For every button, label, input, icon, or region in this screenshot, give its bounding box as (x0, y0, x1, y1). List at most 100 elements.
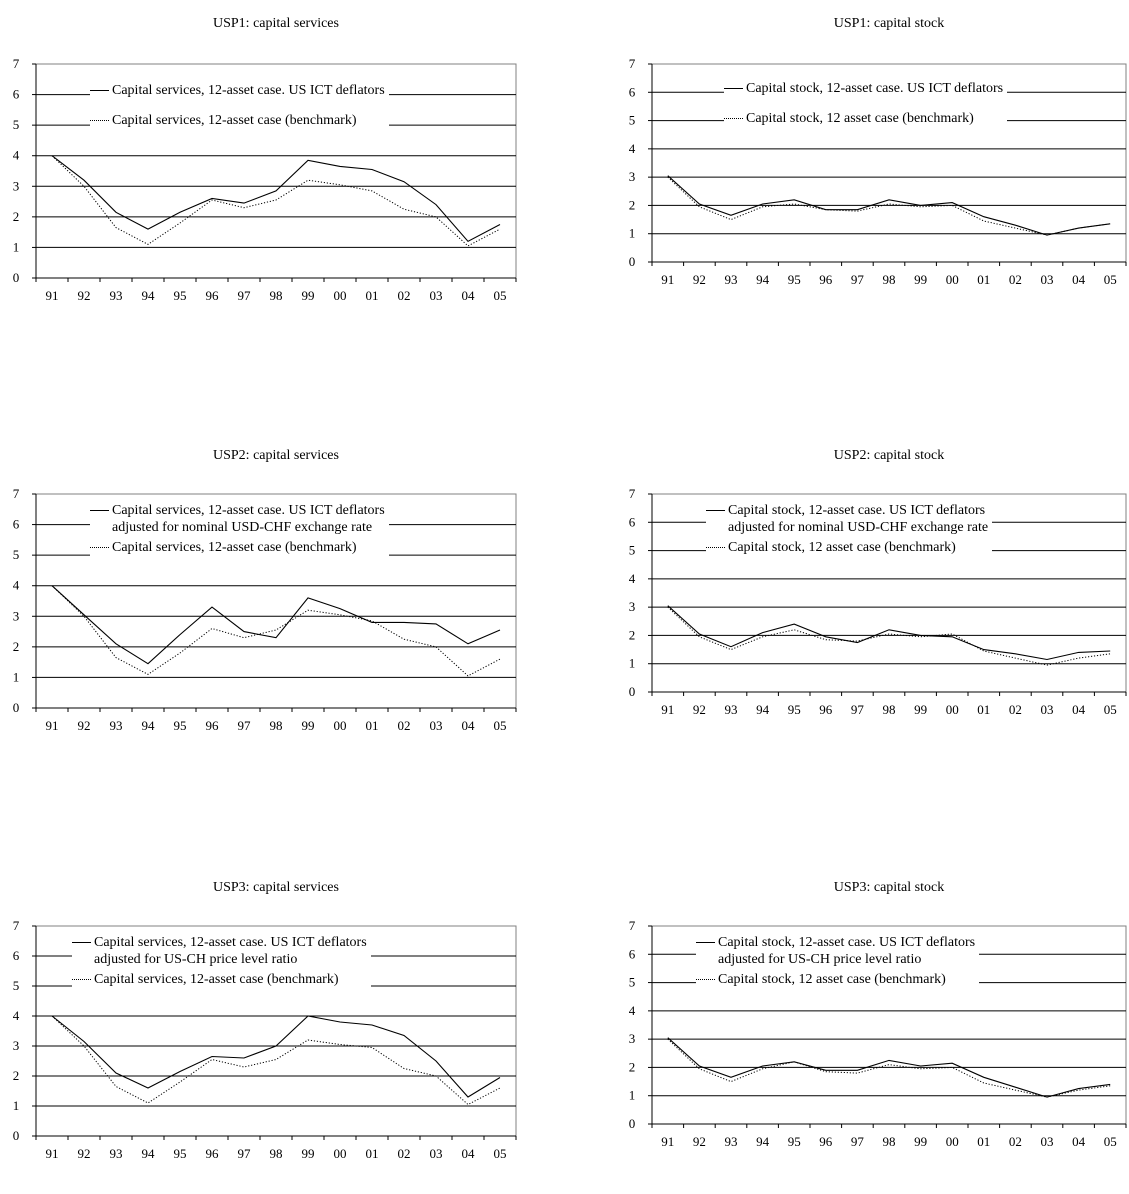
y-tick-label: 6 (13, 948, 20, 963)
x-tick-label: 03 (1041, 1134, 1054, 1149)
x-tick-label: 92 (693, 272, 706, 287)
y-tick-label: 3 (13, 608, 20, 623)
x-tick-label: 92 (78, 718, 91, 733)
legend-swatch (706, 547, 725, 548)
x-tick-label: 94 (756, 702, 770, 717)
legend-label-line2: adjusted for US-CH price level ratio (94, 951, 367, 968)
x-tick-label: 00 (334, 288, 347, 303)
legend: Capital stock, 12-asset case. US ICT def… (696, 934, 979, 988)
x-tick-label: 95 (174, 288, 187, 303)
x-tick-label: 04 (462, 288, 476, 303)
x-tick-label: 91 (661, 702, 674, 717)
legend: Capital services, 12-asset case. US ICT … (72, 934, 371, 988)
y-tick-label: 4 (629, 1003, 636, 1018)
x-tick-label: 04 (1072, 702, 1086, 717)
legend-entry: Capital stock, 12-asset case. US ICT def… (724, 80, 1007, 97)
x-tick-label: 03 (430, 288, 443, 303)
y-tick-label: 2 (629, 627, 636, 642)
x-tick-label: 03 (430, 1146, 443, 1161)
y-tick-label: 0 (629, 254, 636, 269)
y-tick-label: 0 (629, 1116, 636, 1131)
x-tick-label: 92 (78, 1146, 91, 1161)
series-line-benchmark (52, 1016, 500, 1105)
x-tick-label: 96 (206, 718, 220, 733)
series-line-benchmark (668, 607, 1110, 665)
legend: Capital services, 12-asset case. US ICT … (90, 82, 389, 129)
legend-entry: Capital stock, 12 asset case (benchmark) (706, 539, 992, 556)
x-tick-label: 96 (819, 1134, 833, 1149)
x-tick-label: 92 (78, 288, 91, 303)
x-tick-label: 01 (977, 272, 990, 287)
x-tick-label: 91 (46, 288, 59, 303)
x-tick-label: 97 (851, 702, 865, 717)
x-tick-label: 99 (914, 1134, 927, 1149)
x-tick-label: 95 (788, 1134, 801, 1149)
legend-swatch (90, 547, 109, 548)
x-tick-label: 00 (334, 718, 347, 733)
x-tick-label: 95 (788, 702, 801, 717)
legend-label: Capital stock, 12-asset case. US ICT def… (718, 934, 975, 951)
x-tick-label: 02 (1009, 272, 1022, 287)
legend-label: Capital stock, 12-asset case. US ICT def… (728, 502, 988, 519)
x-tick-label: 97 (851, 1134, 865, 1149)
legend-label: Capital services, 12-asset case (benchma… (112, 539, 385, 556)
x-tick-label: 04 (462, 1146, 476, 1161)
y-tick-label: 4 (13, 1008, 20, 1023)
y-tick-label: 5 (13, 117, 20, 132)
legend-label: Capital stock, 12 asset case (benchmark) (718, 971, 975, 988)
x-tick-label: 04 (1072, 272, 1086, 287)
x-tick-label: 97 (238, 288, 252, 303)
x-tick-label: 05 (1104, 1134, 1117, 1149)
x-tick-label: 93 (110, 718, 123, 733)
x-tick-label: 02 (398, 1146, 411, 1161)
legend-swatch (696, 979, 715, 980)
x-tick-label: 95 (788, 272, 801, 287)
x-tick-label: 98 (883, 1134, 896, 1149)
x-tick-label: 98 (883, 702, 896, 717)
x-tick-label: 91 (661, 1134, 674, 1149)
x-tick-label: 99 (914, 272, 927, 287)
x-tick-label: 93 (110, 288, 123, 303)
y-tick-label: 5 (629, 543, 636, 558)
x-tick-label: 01 (366, 718, 379, 733)
x-tick-label: 02 (1009, 1134, 1022, 1149)
x-tick-label: 96 (819, 702, 833, 717)
y-tick-label: 4 (13, 148, 20, 163)
y-tick-label: 6 (629, 514, 636, 529)
x-tick-label: 91 (46, 718, 59, 733)
y-tick-label: 2 (13, 639, 20, 654)
x-tick-label: 99 (302, 718, 315, 733)
x-tick-label: 93 (110, 1146, 123, 1161)
x-tick-label: 93 (725, 272, 738, 287)
legend-entry: Capital stock, 12 asset case (benchmark) (724, 110, 1007, 127)
y-tick-label: 6 (13, 87, 20, 102)
series-line-benchmark (52, 586, 500, 676)
y-tick-label: 6 (13, 517, 20, 532)
x-tick-label: 99 (914, 702, 927, 717)
y-tick-label: 1 (13, 669, 20, 684)
legend-label: Capital stock, 12 asset case (benchmark) (728, 539, 988, 556)
legend-entry: Capital stock, 12-asset case. US ICT def… (696, 934, 979, 968)
legend-swatch (72, 979, 91, 980)
legend-label: Capital services, 12-asset case. US ICT … (112, 82, 385, 99)
y-tick-label: 2 (13, 1068, 20, 1083)
x-tick-label: 05 (1104, 272, 1117, 287)
x-tick-label: 99 (302, 288, 315, 303)
legend-label: Capital services, 12-asset case (benchma… (112, 112, 385, 129)
y-tick-label: 6 (629, 946, 636, 961)
series-line-benchmark (668, 1039, 1110, 1097)
x-tick-label: 03 (430, 718, 443, 733)
y-tick-label: 1 (13, 1098, 20, 1113)
x-tick-label: 00 (334, 1146, 347, 1161)
y-tick-label: 1 (629, 1088, 636, 1103)
x-tick-label: 96 (819, 272, 833, 287)
series-line-benchmark (52, 156, 500, 246)
legend-label: Capital services, 12-asset case. US ICT … (112, 502, 385, 519)
x-tick-label: 00 (946, 272, 959, 287)
